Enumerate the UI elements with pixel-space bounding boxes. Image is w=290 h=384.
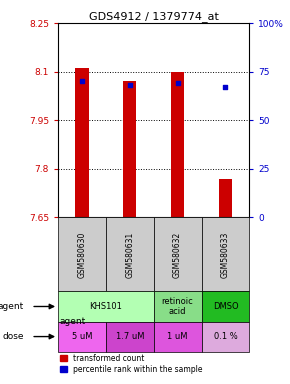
Bar [58,321,106,352]
Text: 1 uM: 1 uM [167,332,188,341]
Text: GSM580632: GSM580632 [173,231,182,278]
Point [175,80,180,86]
Text: GSM580630: GSM580630 [77,231,86,278]
Bar [106,321,154,352]
Bar [154,321,202,352]
Point [223,84,228,90]
Text: retinoic
acid: retinoic acid [162,297,193,316]
Point [127,82,132,88]
Bar [202,291,249,321]
Text: GSM580631: GSM580631 [125,231,134,278]
Bar [58,217,106,291]
Text: KHS101: KHS101 [89,302,122,311]
Title: GDS4912 / 1379774_at: GDS4912 / 1379774_at [89,11,219,22]
Bar [154,217,202,291]
Text: 5 uM: 5 uM [72,332,92,341]
Text: agent: agent [60,317,86,326]
Text: 1.7 uM: 1.7 uM [115,332,144,341]
Bar [171,72,184,217]
Bar [58,291,154,321]
Text: GSM580633: GSM580633 [221,231,230,278]
Bar [219,179,232,217]
Text: DMSO: DMSO [213,302,238,311]
Point [79,78,84,84]
Text: 0.1 %: 0.1 % [214,332,237,341]
Bar [106,217,154,291]
Text: agent: agent [0,302,23,311]
Bar [202,321,249,352]
Legend: transformed count, percentile rank within the sample: transformed count, percentile rank withi… [60,354,202,374]
Bar [123,81,137,217]
Bar [202,217,249,291]
Text: dose: dose [2,332,23,341]
Bar [75,68,89,217]
Bar [154,291,202,321]
